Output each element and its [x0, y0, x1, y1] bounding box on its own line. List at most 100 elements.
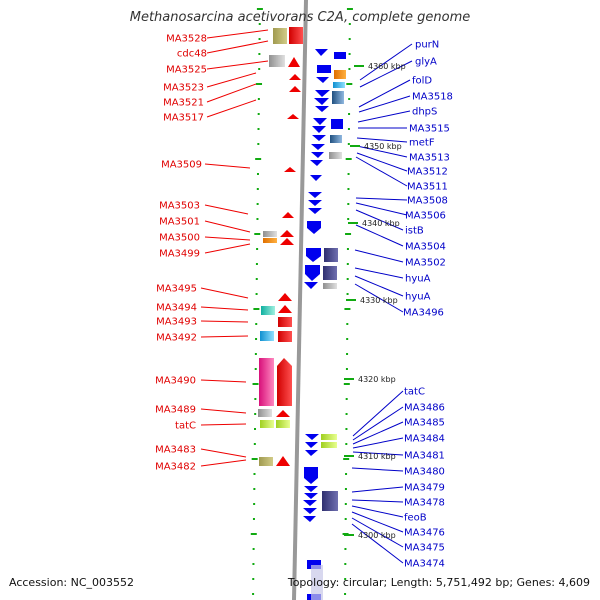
- gene-label-forward[interactable]: MA3478: [404, 498, 445, 509]
- gene-label-forward[interactable]: MA3511: [407, 182, 448, 193]
- kbp-label: 4360 kbp: [368, 62, 406, 71]
- gene-label-reverse[interactable]: MA3500: [159, 233, 200, 244]
- feature-block: [323, 266, 337, 280]
- feature-block: [263, 238, 277, 243]
- gene-label-reverse[interactable]: MA3499: [159, 249, 200, 260]
- gene-label-reverse[interactable]: MA3503: [159, 201, 200, 212]
- rail-tick: [254, 353, 257, 355]
- gene-label-forward[interactable]: istB: [405, 226, 424, 237]
- feature-block: [258, 409, 272, 417]
- gene-label-forward[interactable]: purN: [415, 40, 439, 51]
- gene-label-forward[interactable]: MA3504: [405, 242, 446, 253]
- gene-label-forward[interactable]: MA3486: [404, 403, 445, 414]
- rail-tick: [344, 578, 347, 580]
- gene-label-forward[interactable]: MA3481: [404, 451, 445, 462]
- gene-label-reverse[interactable]: MA3495: [156, 284, 197, 295]
- forward-gene-labels: purN glyA folD MA3518 dhpS MA3515 metF MA3513 MA…: [403, 40, 453, 570]
- rail-tick: [252, 548, 255, 550]
- gene-label-forward[interactable]: hyuA: [405, 292, 431, 303]
- feature-arrow: [308, 192, 322, 198]
- gene-label-reverse[interactable]: MA3528: [166, 34, 207, 45]
- gene-label-reverse[interactable]: MA3489: [155, 405, 196, 416]
- rail-tick: [345, 398, 348, 400]
- rail-tick: [344, 308, 351, 310]
- gene-label-forward[interactable]: MA3506: [405, 211, 446, 222]
- gene-label-forward[interactable]: MA3475: [404, 543, 445, 554]
- gene-label-reverse[interactable]: MA3521: [163, 98, 204, 109]
- feature-arrow: [304, 493, 318, 499]
- feature-arrow: [305, 265, 320, 281]
- gene-label-forward[interactable]: MA3515: [409, 124, 450, 135]
- kbp-label: 4300 kbp: [358, 531, 396, 540]
- gene-label-reverse[interactable]: tatC: [175, 421, 196, 432]
- gene-label-reverse[interactable]: MA3517: [163, 113, 204, 124]
- gene-label-forward[interactable]: MA3496: [403, 308, 444, 319]
- feature-arrow: [315, 106, 329, 112]
- feature-block: [260, 420, 274, 428]
- gene-label-reverse[interactable]: MA3523: [163, 83, 204, 94]
- gene-label-forward[interactable]: MA3484: [404, 434, 445, 445]
- genome-title: Methanosarcina acetivorans C2A, complete…: [130, 10, 471, 25]
- gene-label-reverse[interactable]: MA3509: [161, 160, 202, 171]
- gene-label-forward[interactable]: hyuA: [405, 274, 431, 285]
- gene-label-forward[interactable]: glyA: [415, 57, 437, 68]
- rail-tick: [257, 128, 260, 130]
- gene-label-forward[interactable]: MA3502: [405, 258, 446, 269]
- feature-block: [332, 91, 344, 104]
- rail-tick: [345, 413, 348, 415]
- gene-label-forward[interactable]: MA3479: [404, 483, 445, 494]
- feature-arrow: [310, 160, 323, 166]
- gene-label-reverse[interactable]: MA3483: [155, 445, 196, 456]
- gene-label-reverse[interactable]: MA3501: [159, 217, 200, 228]
- rail-tick: [256, 248, 259, 250]
- scroll-indicator[interactable]: [311, 565, 323, 600]
- feature-block: [289, 27, 303, 44]
- gene-label-forward[interactable]: folD: [412, 76, 432, 87]
- gene-label-forward[interactable]: MA3512: [407, 167, 448, 178]
- gene-label-forward[interactable]: MA3480: [404, 467, 445, 478]
- feature-arrow: [313, 118, 327, 125]
- feature-arrow: [304, 467, 318, 484]
- gene-label-reverse[interactable]: MA3525: [166, 65, 207, 76]
- gene-label-forward[interactable]: MA3508: [407, 196, 448, 207]
- rail-tick: [347, 203, 350, 205]
- rail-tick: [254, 368, 257, 370]
- gene-label-reverse[interactable]: MA3494: [156, 303, 197, 314]
- gene-label-forward[interactable]: MA3485: [404, 418, 445, 429]
- rail-tick: [345, 473, 348, 475]
- rail-tick: [347, 173, 350, 175]
- rail-tick: [253, 443, 256, 445]
- feature-block: [307, 560, 321, 569]
- feature-arrow: [303, 508, 317, 514]
- feature-arrow: [277, 358, 292, 406]
- gene-label-reverse[interactable]: MA3493: [156, 317, 197, 328]
- gene-label-forward[interactable]: MA3513: [409, 153, 450, 164]
- rail-tick: [345, 368, 348, 370]
- gene-label-forward[interactable]: MA3474: [404, 559, 445, 570]
- gene-label-forward[interactable]: feoB: [404, 513, 427, 524]
- gene-label-reverse[interactable]: MA3490: [155, 376, 196, 387]
- gene-label-reverse[interactable]: MA3482: [155, 462, 196, 473]
- feature-arrow: [312, 126, 326, 133]
- feature-arrow: [276, 456, 290, 466]
- rail-tick: [346, 338, 349, 340]
- gene-label-forward[interactable]: dhpS: [412, 107, 437, 118]
- backbone: [292, 0, 308, 600]
- rail-tick: [348, 38, 351, 40]
- feature-block: [322, 491, 338, 511]
- gene-label-reverse[interactable]: MA3492: [156, 333, 197, 344]
- feature-arrow: [304, 282, 318, 289]
- feature-arrow: [284, 167, 296, 172]
- feature-block: [278, 317, 292, 327]
- gene-label-forward[interactable]: tatC: [404, 387, 425, 398]
- gene-label-forward[interactable]: MA3476: [404, 528, 445, 539]
- feature-arrow: [278, 293, 292, 301]
- gene-label-reverse[interactable]: cdc48: [177, 49, 207, 60]
- rail-tick: [344, 563, 347, 565]
- rail-tick: [345, 443, 348, 445]
- gene-label-forward[interactable]: MA3518: [412, 92, 453, 103]
- gene-label-forward[interactable]: metF: [409, 138, 435, 149]
- reverse-strand-features: [258, 27, 303, 466]
- feature-arrow: [308, 208, 322, 214]
- rail-tick: [344, 503, 347, 505]
